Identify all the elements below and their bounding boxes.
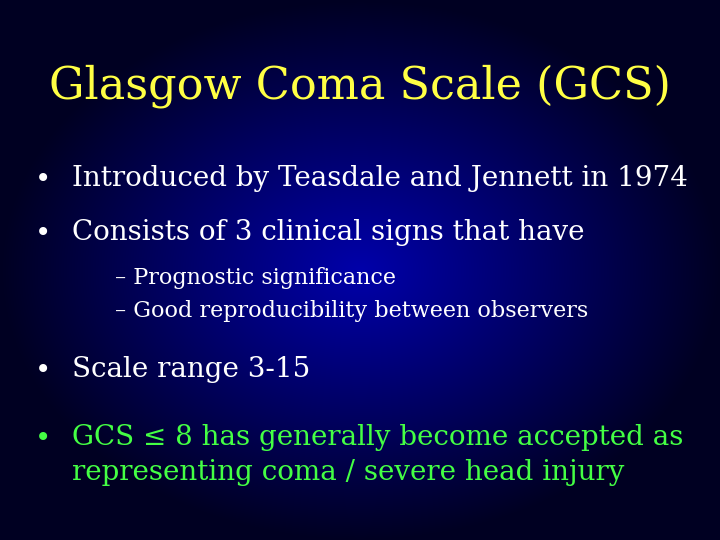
Text: •: • bbox=[35, 356, 51, 384]
Text: •: • bbox=[35, 219, 51, 247]
Text: – Good reproducibility between observers: – Good reproducibility between observers bbox=[115, 300, 588, 322]
Text: Glasgow Coma Scale (GCS): Glasgow Coma Scale (GCS) bbox=[49, 65, 671, 109]
Text: Introduced by Teasdale and Jennett in 1974: Introduced by Teasdale and Jennett in 19… bbox=[72, 165, 688, 192]
Text: GCS ≤ 8 has generally become accepted as
representing coma / severe head injury: GCS ≤ 8 has generally become accepted as… bbox=[72, 424, 683, 487]
Text: – Prognostic significance: – Prognostic significance bbox=[115, 267, 396, 289]
Text: •: • bbox=[35, 424, 51, 452]
Text: Consists of 3 clinical signs that have: Consists of 3 clinical signs that have bbox=[72, 219, 585, 246]
Text: Scale range 3-15: Scale range 3-15 bbox=[72, 356, 310, 383]
Text: •: • bbox=[35, 165, 51, 193]
